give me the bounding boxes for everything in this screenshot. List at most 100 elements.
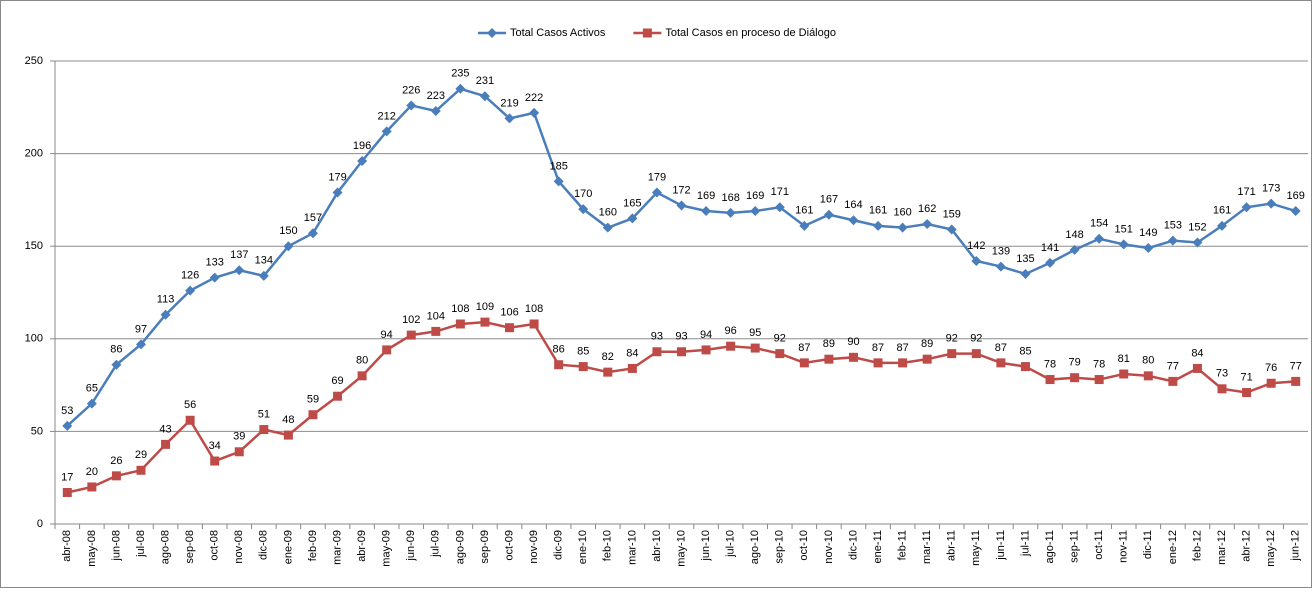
data-label: 113 [157, 294, 175, 306]
point-marker [701, 206, 712, 217]
data-label: 179 [648, 171, 666, 183]
data-label: 160 [599, 207, 617, 219]
y-tick-label: 0 [37, 518, 43, 530]
point-marker [1020, 362, 1030, 372]
x-tick-label: abr-11 [946, 530, 958, 561]
point-marker [86, 398, 97, 409]
data-label: 97 [135, 323, 147, 335]
point-marker [333, 391, 343, 401]
data-label: 85 [1019, 345, 1031, 357]
data-label: 139 [992, 245, 1010, 257]
x-tick-label: may-12 [1265, 530, 1277, 567]
data-label: 82 [602, 351, 614, 363]
point-marker [332, 187, 343, 198]
data-label: 71 [1240, 371, 1252, 383]
data-label: 59 [307, 394, 319, 406]
point-marker [135, 339, 146, 350]
data-label: 89 [921, 338, 933, 350]
legend-label: Total Casos en proceso de Diálogo [665, 27, 836, 39]
point-marker [357, 156, 368, 167]
point-marker [873, 358, 883, 368]
point-marker [676, 200, 687, 211]
y-tick-label: 250 [25, 55, 43, 67]
point-marker [774, 202, 785, 213]
data-label: 160 [893, 207, 911, 219]
point-marker [652, 347, 662, 357]
x-tick-label: sep-08 [184, 530, 196, 564]
x-tick-label: mar-11 [921, 530, 933, 564]
x-tick-label: jul-11 [1019, 530, 1031, 557]
point-marker [602, 222, 613, 233]
data-label: 86 [110, 344, 122, 356]
point-marker [627, 213, 638, 224]
point-marker [971, 349, 981, 359]
data-label: 43 [159, 423, 171, 435]
point-marker [677, 347, 686, 357]
data-label: 29 [135, 449, 147, 461]
data-label: 53 [61, 405, 73, 417]
x-tick-label: mar-12 [1216, 530, 1228, 565]
x-tick-label: may-08 [86, 530, 98, 567]
x-tick-label: jun-09 [405, 530, 417, 562]
data-label: 92 [774, 333, 786, 345]
data-label: 80 [1142, 355, 1154, 367]
x-tick-label: dic-11 [1142, 530, 1154, 559]
data-label: 84 [1191, 347, 1203, 359]
point-marker [283, 241, 294, 252]
data-label: 196 [353, 140, 371, 152]
point-marker [1217, 220, 1228, 231]
data-label: 104 [427, 310, 445, 322]
point-marker [1192, 237, 1203, 248]
point-marker [455, 83, 466, 94]
data-label: 93 [675, 331, 687, 343]
x-tick-label: jul-10 [725, 530, 737, 558]
data-label: 219 [500, 97, 518, 109]
point-marker [431, 326, 441, 336]
data-label: 39 [233, 431, 245, 443]
data-label: 84 [626, 347, 638, 359]
x-tick-label: ene-12 [1167, 530, 1179, 564]
x-tick-label: may-11 [970, 530, 982, 566]
data-label: 135 [1016, 253, 1034, 265]
x-tick-label: feb-09 [307, 530, 319, 561]
point-marker [161, 439, 171, 449]
point-marker [823, 209, 834, 220]
point-marker [1094, 233, 1105, 244]
legend-marker [487, 28, 497, 38]
point-marker [357, 371, 367, 381]
x-tick-label: ene-09 [282, 530, 294, 564]
data-label: 73 [1216, 368, 1228, 380]
y-tick-label: 100 [25, 333, 43, 345]
data-label: 159 [943, 208, 961, 220]
point-marker [1119, 369, 1129, 379]
data-label: 161 [1213, 205, 1231, 217]
point-marker [578, 204, 589, 215]
data-label: 154 [1090, 218, 1108, 230]
data-label: 141 [1041, 242, 1059, 254]
x-tick-label: jun-11 [995, 530, 1007, 561]
point-marker [726, 341, 736, 351]
data-label: 157 [304, 212, 322, 224]
point-marker [480, 317, 490, 327]
x-tick-label: nov-10 [823, 530, 835, 564]
data-label: 78 [1044, 358, 1056, 370]
point-marker [1291, 376, 1301, 386]
data-label: 95 [749, 327, 761, 339]
data-label: 78 [1093, 358, 1105, 370]
point-marker [210, 456, 220, 466]
data-label: 92 [946, 333, 958, 345]
point-marker [62, 420, 73, 431]
point-marker [529, 319, 539, 329]
point-marker [185, 415, 195, 425]
data-label: 94 [700, 329, 712, 341]
legend-marker [642, 28, 652, 38]
point-marker [160, 309, 171, 320]
point-marker [136, 465, 146, 475]
data-label: 161 [869, 205, 887, 217]
data-label: 170 [574, 188, 592, 200]
point-marker [1020, 268, 1031, 279]
x-tick-label: feb-10 [602, 530, 614, 561]
point-marker [701, 345, 711, 355]
